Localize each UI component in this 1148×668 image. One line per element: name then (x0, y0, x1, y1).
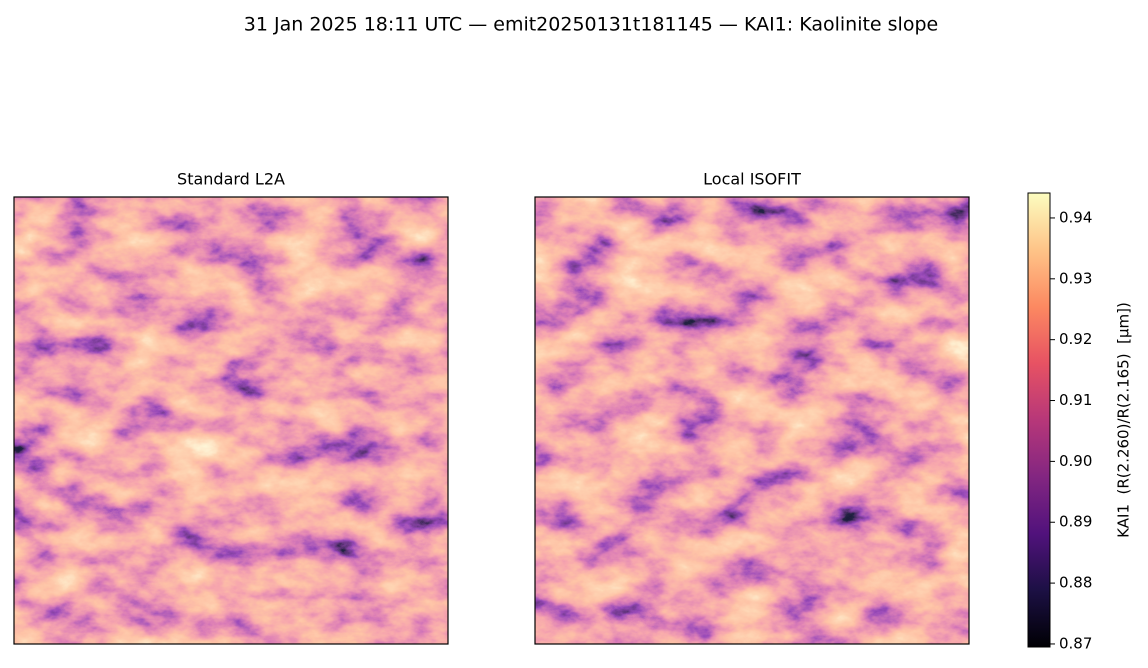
panel-image (535, 197, 969, 644)
colorbar (1027, 192, 1051, 648)
colorbar-tick-label: 0.87 (1059, 634, 1092, 652)
colorbar-tick-label: 0.91 (1059, 391, 1092, 409)
colorbar-tick-label: 0.89 (1059, 513, 1092, 531)
figure-title: 31 Jan 2025 18:11 UTC — emit20250131t181… (244, 14, 938, 36)
panel-frame (13, 196, 449, 645)
colorbar-label: KAI1 (R(2.260)/R(2.165) [µm]) (1115, 302, 1133, 538)
panel-title: Local ISOFIT (703, 170, 801, 189)
panel-image (14, 197, 448, 644)
panel-frame (534, 196, 970, 645)
panel-title: Standard L2A (177, 170, 285, 189)
colorbar-tick-label: 0.92 (1059, 330, 1092, 348)
colorbar-tick-label: 0.93 (1059, 269, 1092, 287)
colorbar-tick-label: 0.94 (1059, 208, 1092, 226)
colorbar-tick-label: 0.90 (1059, 452, 1092, 470)
colorbar-tick-label: 0.88 (1059, 574, 1092, 592)
